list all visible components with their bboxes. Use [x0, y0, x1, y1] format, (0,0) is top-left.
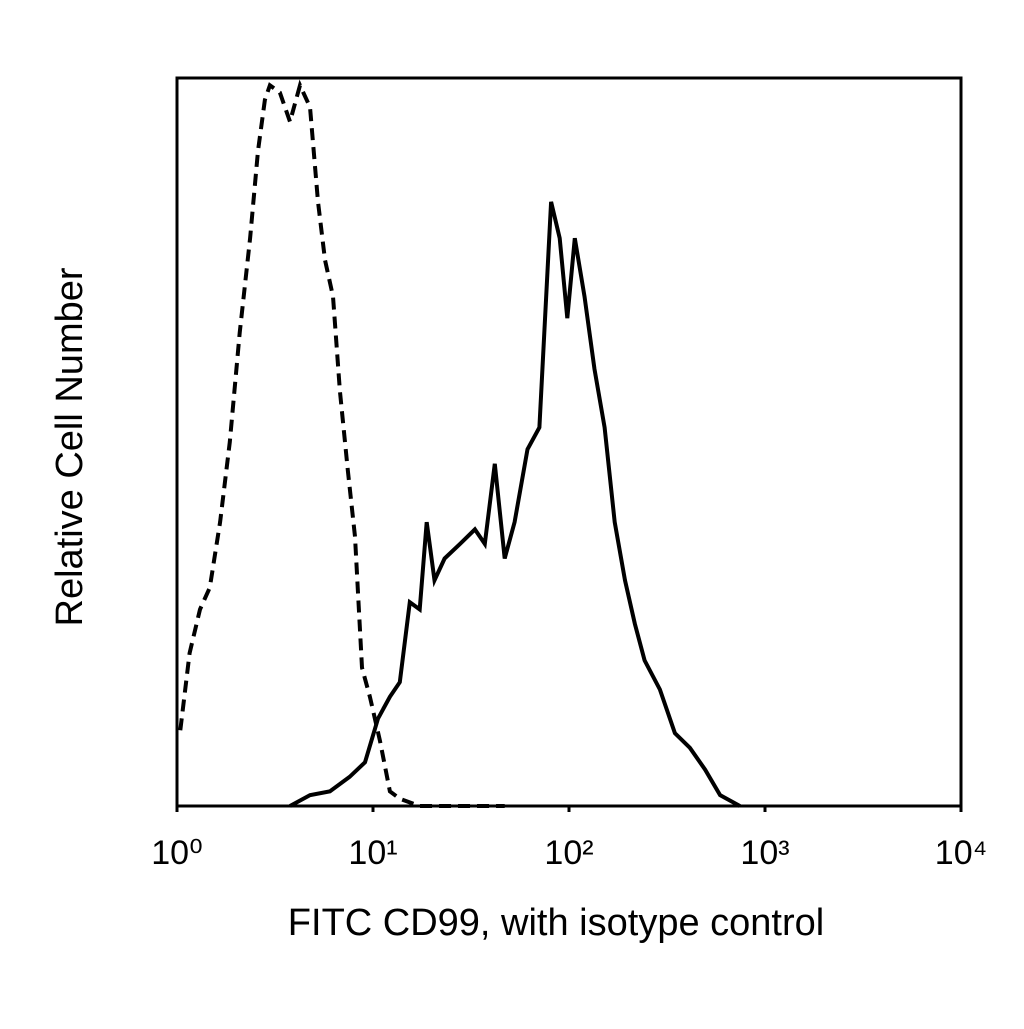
x-axis-label: FITC CD99, with isotype control: [288, 902, 824, 944]
histogram-line: [289, 201, 741, 808]
y-axis-label: Relative Cell Number: [49, 267, 91, 626]
x-tick-label: 10⁴: [935, 834, 987, 872]
x-tick-label: 10³: [740, 834, 789, 872]
x-tick-label: 10⁰: [151, 834, 202, 872]
plot-frame: [175, 76, 963, 808]
x-tick-label: 10²: [544, 834, 593, 872]
x-tick-label: 10¹: [348, 834, 397, 872]
histogram-line: [178, 79, 505, 808]
